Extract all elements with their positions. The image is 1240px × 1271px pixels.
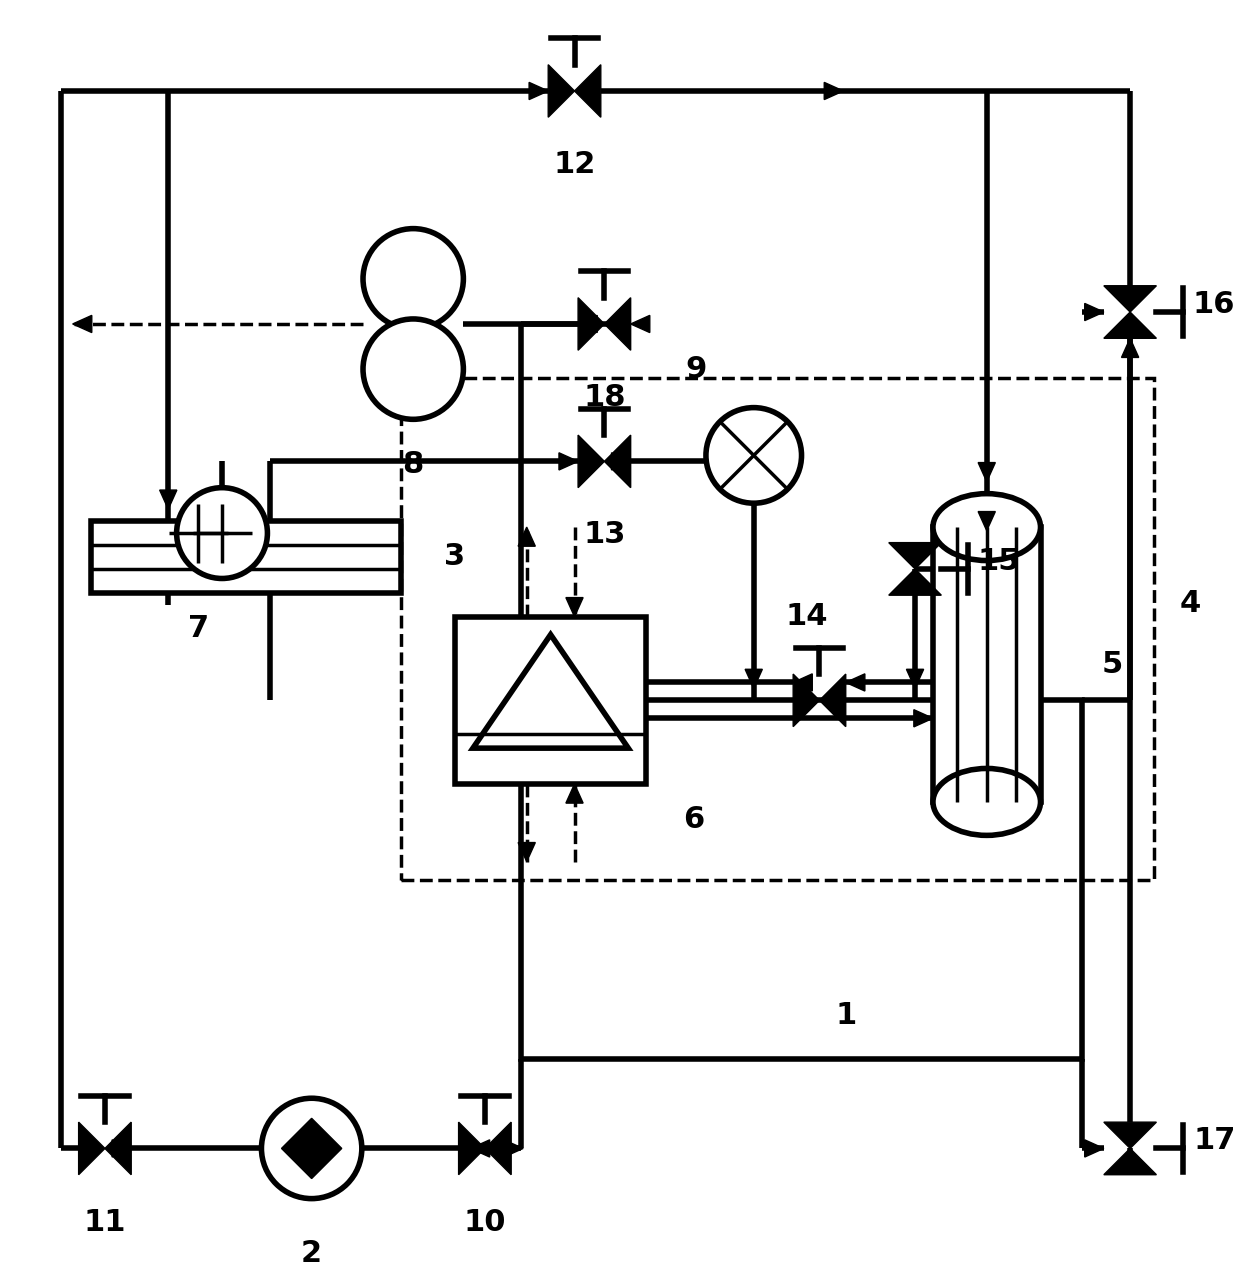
Polygon shape <box>1085 304 1104 320</box>
Bar <box>402 377 1154 880</box>
Polygon shape <box>889 569 941 595</box>
Polygon shape <box>578 315 598 333</box>
Circle shape <box>262 1098 362 1199</box>
Polygon shape <box>112 1140 131 1157</box>
Text: 3: 3 <box>444 543 465 572</box>
Circle shape <box>706 408 801 503</box>
Text: 4: 4 <box>1179 588 1200 618</box>
Polygon shape <box>160 491 177 510</box>
Polygon shape <box>281 1118 342 1178</box>
Polygon shape <box>1104 311 1157 338</box>
Text: 10: 10 <box>464 1207 506 1237</box>
Circle shape <box>363 319 464 419</box>
Text: 18: 18 <box>583 383 626 412</box>
Polygon shape <box>574 65 601 117</box>
Polygon shape <box>105 1122 131 1174</box>
Text: 14: 14 <box>785 601 827 630</box>
Polygon shape <box>1085 1140 1104 1157</box>
Polygon shape <box>578 435 604 488</box>
Text: 6: 6 <box>683 806 704 834</box>
Polygon shape <box>745 670 763 689</box>
Polygon shape <box>794 674 820 727</box>
Text: 13: 13 <box>583 521 625 549</box>
Polygon shape <box>631 315 650 333</box>
Bar <box>932 527 1040 802</box>
Polygon shape <box>1104 1149 1157 1174</box>
Polygon shape <box>978 463 996 482</box>
Text: 11: 11 <box>83 1207 126 1237</box>
Polygon shape <box>604 435 631 488</box>
Polygon shape <box>978 511 996 531</box>
Text: 8: 8 <box>403 450 424 479</box>
Polygon shape <box>565 784 583 803</box>
Bar <box>521 700 1083 1059</box>
Text: 16: 16 <box>1193 290 1235 319</box>
Polygon shape <box>611 452 631 470</box>
Polygon shape <box>846 674 864 691</box>
Polygon shape <box>565 597 583 616</box>
Polygon shape <box>503 1140 523 1157</box>
Text: 2: 2 <box>301 1239 322 1268</box>
Circle shape <box>363 229 464 329</box>
Text: 17: 17 <box>1193 1126 1235 1155</box>
Polygon shape <box>820 674 846 727</box>
Bar <box>91 521 402 592</box>
Bar <box>455 616 646 784</box>
Polygon shape <box>518 843 536 862</box>
Ellipse shape <box>932 769 1040 835</box>
Polygon shape <box>78 1122 105 1174</box>
Polygon shape <box>1121 338 1138 357</box>
Polygon shape <box>1104 1122 1157 1149</box>
Polygon shape <box>889 543 941 569</box>
Polygon shape <box>578 297 604 351</box>
Polygon shape <box>825 83 843 99</box>
Polygon shape <box>1104 286 1157 311</box>
Polygon shape <box>470 1140 490 1157</box>
Polygon shape <box>906 670 924 689</box>
Circle shape <box>176 488 268 578</box>
Text: 15: 15 <box>978 547 1021 576</box>
Text: 7: 7 <box>187 614 208 643</box>
Ellipse shape <box>932 493 1040 561</box>
Polygon shape <box>548 65 574 117</box>
Polygon shape <box>559 452 578 470</box>
Polygon shape <box>73 315 92 333</box>
Text: 12: 12 <box>553 150 595 179</box>
Text: 1: 1 <box>836 1002 857 1031</box>
Polygon shape <box>485 1122 511 1174</box>
Polygon shape <box>529 83 548 99</box>
Text: 5: 5 <box>1101 649 1123 679</box>
Text: 9: 9 <box>686 355 707 384</box>
Polygon shape <box>794 674 812 691</box>
Polygon shape <box>459 1122 485 1174</box>
Polygon shape <box>518 527 536 547</box>
Polygon shape <box>604 297 631 351</box>
Polygon shape <box>914 709 932 727</box>
